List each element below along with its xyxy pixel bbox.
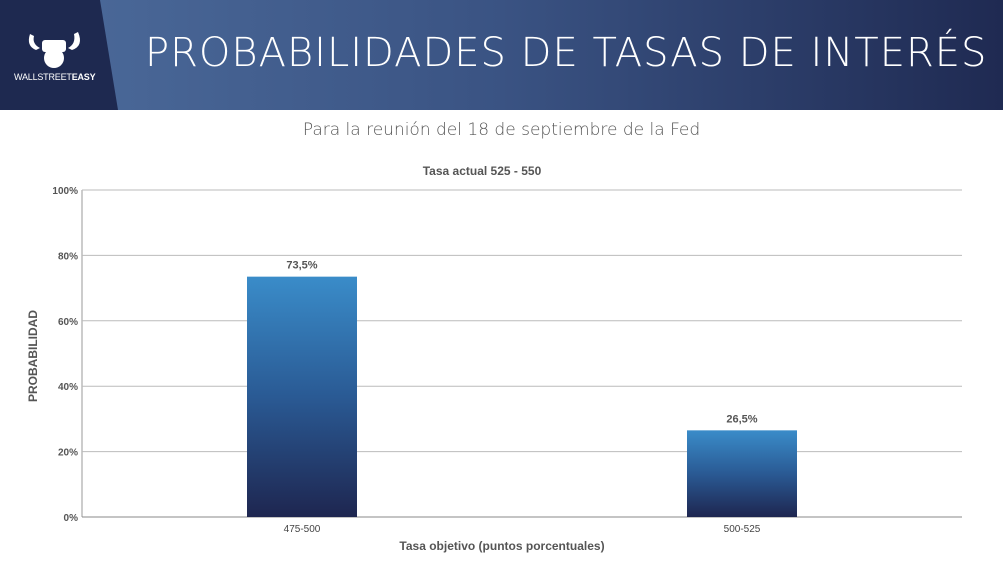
y-tick-label: 100% <box>52 186 78 197</box>
subtitle: Para la reunión del 18 de septiembre de … <box>302 120 701 140</box>
page-title: PROBABILIDADES DE TASAS DE INTERÉS <box>145 30 988 76</box>
data-label: 73,5% <box>286 260 317 272</box>
bull-fist-icon <box>28 32 80 68</box>
x-tick-label: 475-500 <box>284 524 321 535</box>
bar <box>247 276 357 517</box>
logo-text: WALLSTREETEASY <box>14 72 96 82</box>
data-label: 26,5% <box>726 413 757 425</box>
header-banner: WALLSTREETEASY PROBABILIDADES DE TASAS D… <box>0 0 1003 110</box>
y-tick-label: 0% <box>64 513 79 524</box>
x-tick-label: 500-525 <box>724 524 761 535</box>
y-axis-label: PROBABILIDAD <box>26 310 40 402</box>
y-tick-label: 60% <box>58 317 78 328</box>
x-axis-label: Tasa objetivo (puntos porcentuales) <box>399 539 604 553</box>
chart-title: Tasa actual 525 - 550 <box>423 164 542 178</box>
wallstreeteasy-logo: WALLSTREETEASY <box>14 30 96 82</box>
y-tick-label: 80% <box>58 251 78 262</box>
y-tick-label: 20% <box>58 448 78 459</box>
y-tick-label: 40% <box>58 382 78 393</box>
bar <box>687 430 797 517</box>
